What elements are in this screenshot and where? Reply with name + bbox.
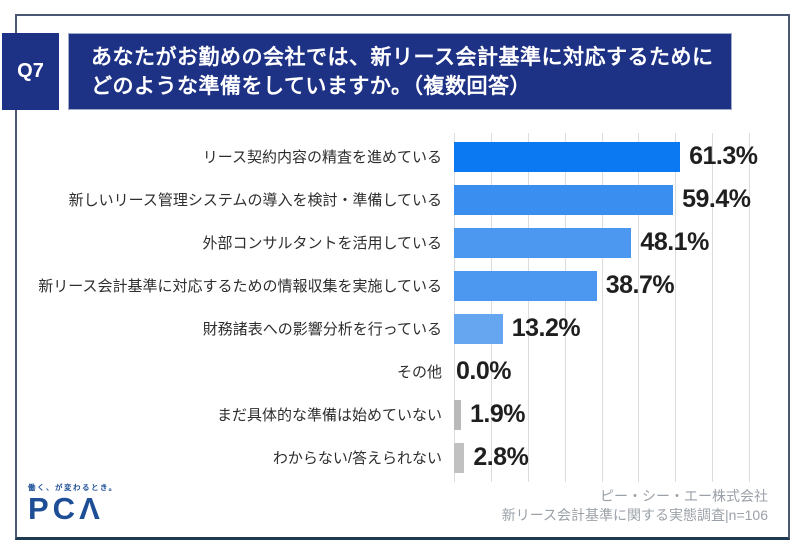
value-label: 38.7%	[605, 271, 675, 299]
gridline	[601, 133, 603, 482]
chart-row: わからない/答えられない 2.8%	[16, 436, 788, 479]
value-label: 0.0%	[456, 357, 511, 385]
chart-row: 外部コンサルタントを活用している 48.1%	[16, 221, 788, 264]
question-title-line1: あなたがお勤めの会社では、新リース会計基準に対応するために	[91, 46, 714, 69]
bar-track	[454, 141, 681, 172]
bar	[454, 270, 597, 301]
gridline	[675, 133, 677, 482]
bar	[454, 313, 503, 344]
value-label: 2.8%	[473, 443, 529, 471]
chart-row: 新しいリース管理システムの導入を検討・準備している 59.4%	[16, 178, 788, 221]
bar	[454, 141, 681, 172]
gridline	[454, 133, 455, 482]
value-label: 13.2%	[511, 314, 581, 342]
source-note: ピー・シー・エー株式会社 新リース会計基準に関する実態調査|n=106	[502, 487, 768, 525]
chart-row: 財務諸表への影響分析を行っている 13.2%	[16, 307, 788, 350]
value-label: 48.1%	[640, 228, 709, 256]
bar-chart: リース契約内容の精査を進めている 61.3% 新しいリース管理システムの導入を検討・…	[16, 135, 788, 479]
chart-row: まだ具体的な準備は始めていない 1.9%	[16, 393, 788, 436]
category-label: リース契約内容の精査を進めている	[202, 149, 442, 166]
question-title-box: あなたがお勤めの会社では、新リース会計基準に対応するために どのような準備をして…	[68, 33, 732, 110]
category-label: 財務諸表への影響分析を行っている	[202, 321, 442, 338]
bar-track	[454, 399, 461, 430]
category-label: その他	[396, 364, 442, 381]
bar	[454, 227, 632, 258]
question-number-label: Q7	[17, 60, 44, 82]
value-label: 1.9%	[470, 400, 525, 428]
bar	[454, 399, 461, 430]
gridline	[638, 133, 640, 482]
category-label: わからない/答えられない	[272, 450, 442, 467]
chart-row: リース契約内容の精査を進めている 61.3%	[16, 135, 788, 178]
source-survey: 新リース会計基準に関する実態調査|n=106	[501, 507, 768, 523]
source-company: ピー・シー・エー株式会社	[600, 488, 768, 504]
bar-track	[454, 313, 503, 344]
logo-wordmark: PCΛ	[28, 491, 104, 526]
gridline	[712, 133, 714, 482]
gridline	[564, 133, 566, 482]
category-label: 新しいリース管理システムの導入を検討・準備している	[68, 192, 442, 209]
bar-track	[454, 270, 597, 301]
bar	[454, 442, 465, 473]
category-label: まだ具体的な準備は始めていない	[216, 407, 442, 424]
bar	[454, 184, 674, 215]
chart-row: 新リース会計基準に対応するための情報収集を実施している 38.7%	[16, 264, 788, 307]
gridline	[490, 133, 492, 482]
value-label: 61.3%	[689, 142, 758, 170]
logo-tagline: 働く、が変わるとき。	[28, 483, 118, 492]
chart-row: その他 0.0%	[16, 350, 788, 393]
bar-track	[454, 227, 632, 258]
bar-track	[454, 442, 465, 473]
value-label: 59.4%	[682, 185, 751, 213]
gridline	[527, 133, 529, 482]
question-title-line2: どのような準備をしていますか。（複数回答）	[91, 75, 531, 98]
category-label: 新リース会計基準に対応するための情報収集を実施している	[38, 278, 442, 295]
gridline	[749, 133, 751, 482]
question-number-badge: Q7	[2, 33, 59, 110]
pca-logo: 働く、が変わるとき。 PCΛ	[28, 482, 118, 524]
bar-track	[454, 184, 674, 215]
category-label: 外部コンサルタントを活用している	[202, 235, 442, 252]
